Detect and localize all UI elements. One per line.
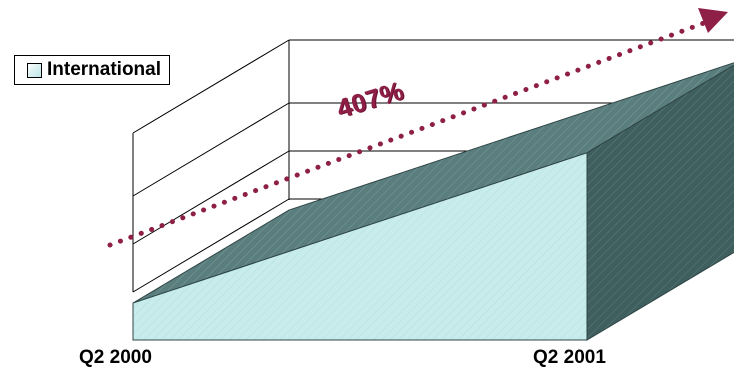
legend: International	[14, 55, 171, 85]
arrow-head	[698, 8, 728, 33]
x-tick-label-0: Q2 2000	[79, 347, 152, 368]
area-front-face	[132, 152, 588, 341]
side-wall-top-diagonal	[132, 39, 290, 134]
gridline-side-1	[132, 150, 290, 245]
gridline-side-2	[132, 102, 290, 197]
series-international	[132, 62, 734, 341]
growth-arrow	[107, 16, 718, 248]
gridline-side-0	[132, 198, 290, 293]
legend-label: International	[47, 59, 162, 80]
legend-swatch	[27, 62, 42, 78]
x-tick-label-1: Q2 2001	[533, 347, 606, 368]
